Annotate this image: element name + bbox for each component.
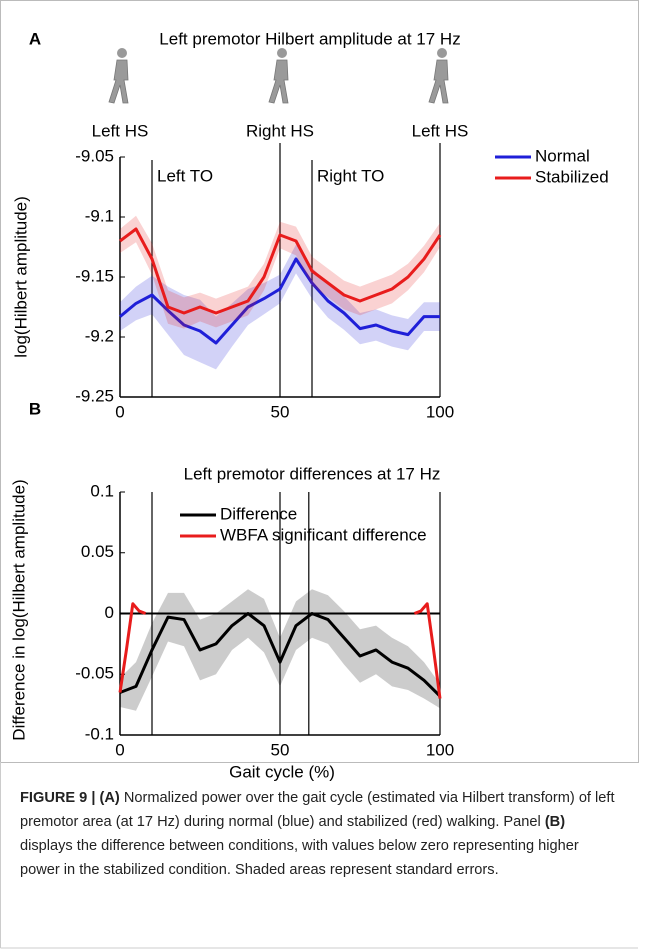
- legend-label: Stabilized: [535, 167, 609, 186]
- error-band: [120, 244, 440, 370]
- x-tick-label: 100: [426, 740, 454, 759]
- event-label: Left HS: [412, 121, 469, 140]
- legend-label: Difference: [220, 504, 297, 523]
- panel-label: A: [29, 29, 41, 48]
- x-tick-label: 50: [271, 740, 290, 759]
- y-axis-label: Difference in log(Hilbert amplitude): [9, 479, 28, 740]
- caption-text: FIGURE 9 | (A): [20, 790, 120, 806]
- event-label: Left HS: [92, 121, 149, 140]
- y-tick-label: 0.1: [90, 481, 114, 500]
- chart-title: Left premotor Hilbert amplitude at 17 Hz: [159, 29, 460, 48]
- event-label: Left TO: [157, 166, 213, 185]
- walker-icon: [428, 59, 449, 104]
- y-axis-label: log(Hilbert amplitude): [11, 196, 30, 358]
- walker-icon: [437, 48, 447, 58]
- walker-icon: [277, 48, 287, 58]
- panel-label: B: [29, 399, 41, 418]
- x-tick-label: 50: [271, 402, 290, 421]
- legend-label: WBFA significant difference: [220, 525, 427, 544]
- y-tick-label: 0.05: [81, 542, 114, 561]
- legend-label: Normal: [535, 146, 590, 165]
- data-line: [119, 612, 442, 698]
- y-tick-label: -9.2: [85, 326, 114, 345]
- y-tick-label: -9.1: [85, 206, 114, 225]
- caption: FIGURE 9 | (A) Normalized power over the…: [20, 786, 620, 882]
- event-label: Right TO: [317, 166, 384, 185]
- x-tick-label: 0: [115, 402, 124, 421]
- x-axis-label: Gait cycle (%): [229, 762, 335, 781]
- y-tick-label: -0.05: [75, 664, 114, 683]
- walker-icon: [268, 59, 289, 104]
- y-tick-label: -9.15: [75, 266, 114, 285]
- data-line: [119, 257, 440, 345]
- frame: [0, 0, 639, 763]
- caption-text: (B): [544, 814, 566, 830]
- caption-text: displays the difference between conditio…: [20, 838, 579, 878]
- walker-icon: [108, 59, 129, 104]
- x-tick-label: 0: [115, 740, 124, 759]
- chart-title: Left premotor differences at 17 Hz: [184, 464, 441, 483]
- x-tick-label: 100: [426, 402, 454, 421]
- y-tick-label: -9.05: [75, 146, 114, 165]
- y-tick-label: 0: [105, 603, 114, 622]
- event-label: Right HS: [246, 121, 314, 140]
- error-band: [120, 589, 440, 711]
- y-tick-label: -0.1: [85, 724, 114, 743]
- data-line: [119, 227, 442, 315]
- y-tick-label: -9.25: [75, 386, 114, 405]
- data-line: [118, 602, 442, 699]
- caption-text: Normalized power over the gait cycle (es…: [20, 790, 615, 830]
- walker-icon: [117, 48, 127, 58]
